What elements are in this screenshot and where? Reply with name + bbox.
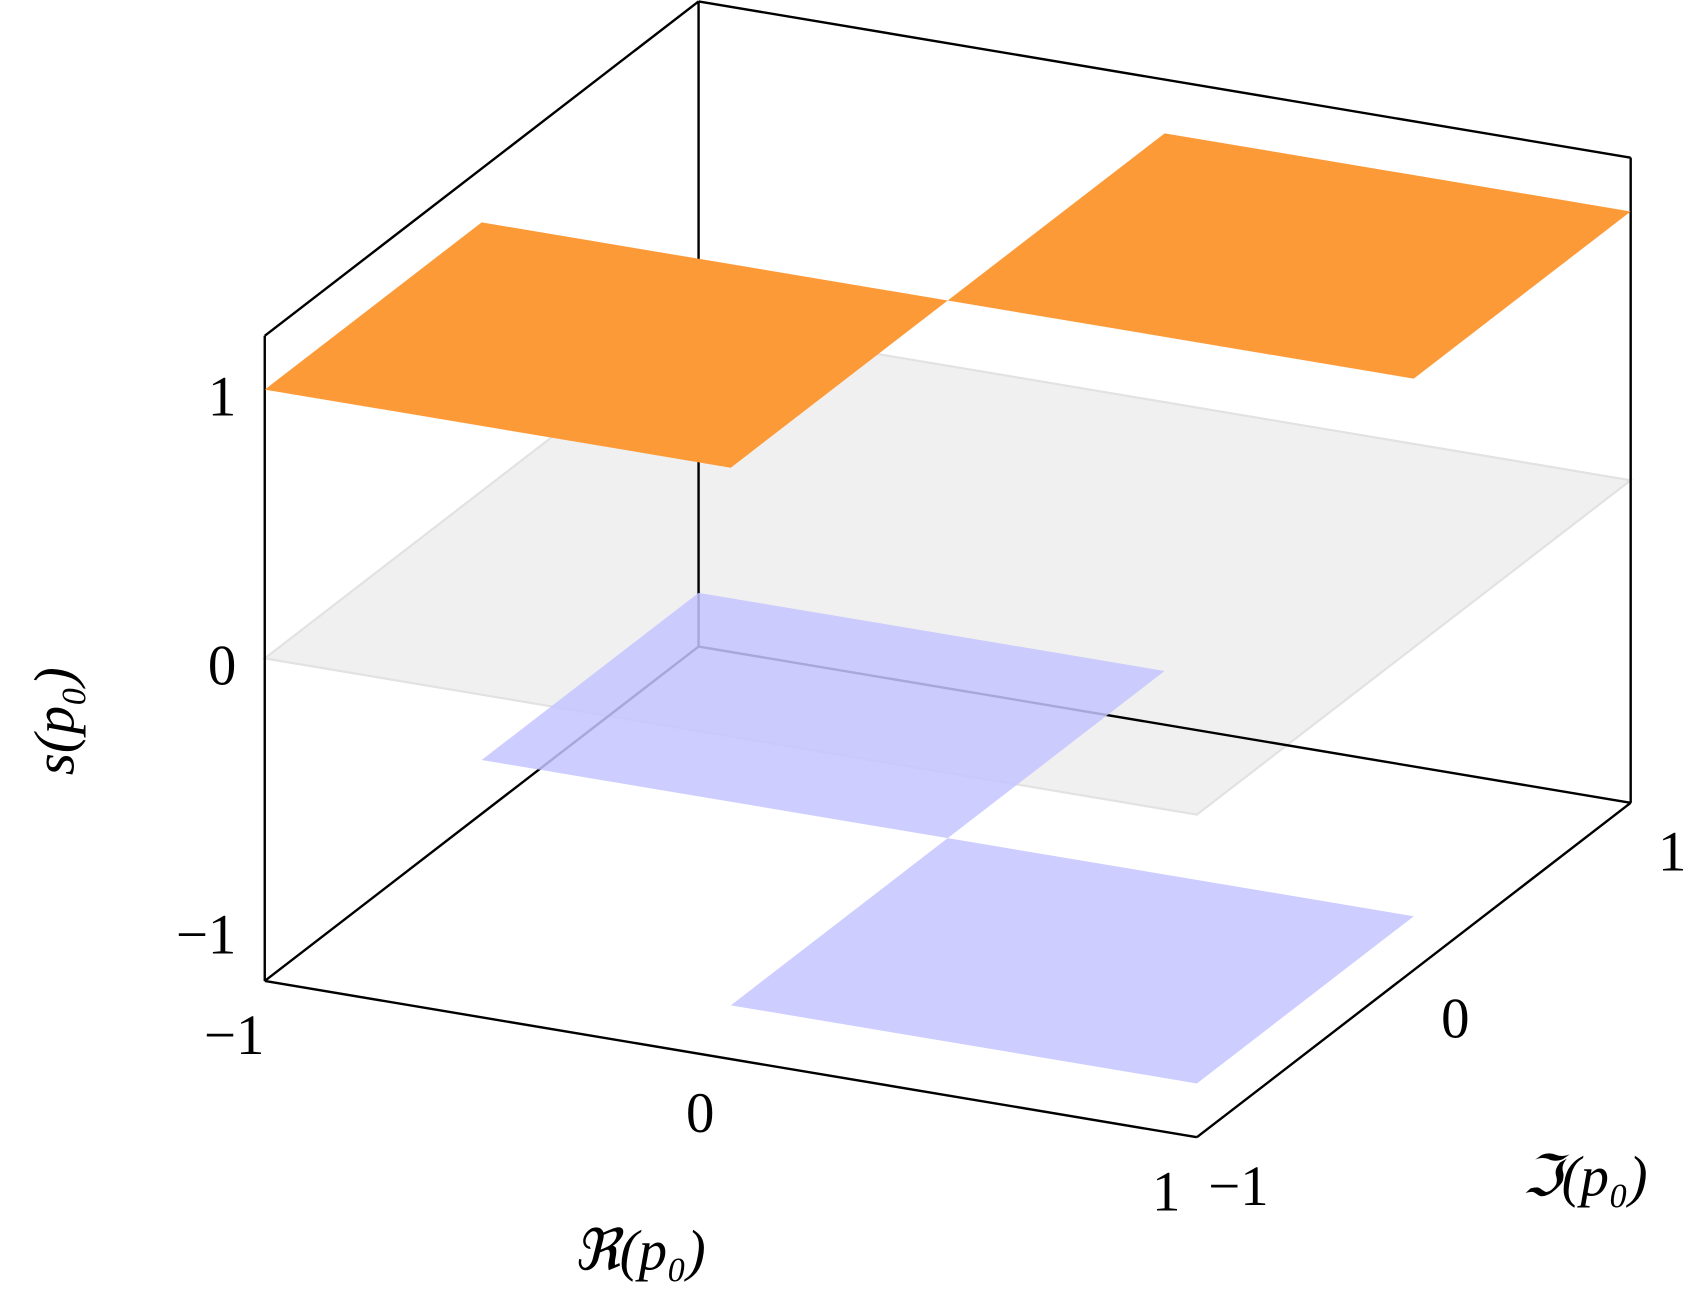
z-axis-label: s(p₀) (23, 667, 86, 775)
surface-patch (947, 133, 1631, 379)
z-tick-label: 0 (208, 635, 236, 698)
y-tick-label: 1 (1658, 821, 1686, 884)
y-tick-label: −1 (1208, 1155, 1268, 1218)
axis-box-edge (1196, 801, 1632, 1139)
axis-box-edge (264, 979, 1198, 1139)
x-tick-label: 0 (686, 1082, 714, 1145)
axis-box-edge (698, 0, 1631, 159)
surface-patch (481, 592, 1165, 839)
axis-box-edge (264, 0, 700, 337)
y-axis-label: ℑ(p₀) (1522, 1145, 1648, 1208)
x-tick-label: 1 (1152, 1160, 1180, 1223)
x-tick-label: −1 (204, 1004, 264, 1067)
surface-patch (264, 222, 948, 468)
y-tick-label: 0 (1441, 988, 1469, 1051)
surface-patch (730, 838, 1414, 1084)
z-tick-label: −1 (176, 903, 236, 966)
x-axis-label: ℜ(p₀) (573, 1220, 705, 1283)
z-tick-label: 1 (208, 366, 236, 429)
